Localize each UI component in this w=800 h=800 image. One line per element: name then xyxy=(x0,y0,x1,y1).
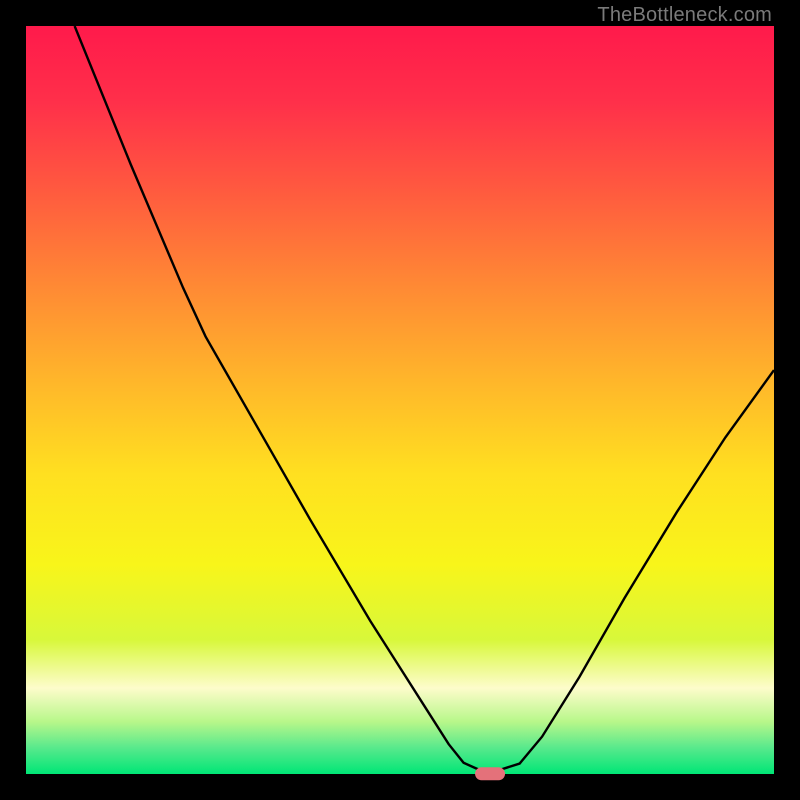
plot-area xyxy=(26,26,774,774)
bottleneck-curve xyxy=(75,26,774,770)
curve-layer xyxy=(26,26,774,774)
minimum-marker xyxy=(475,767,505,780)
watermark-text: TheBottleneck.com xyxy=(597,4,772,27)
